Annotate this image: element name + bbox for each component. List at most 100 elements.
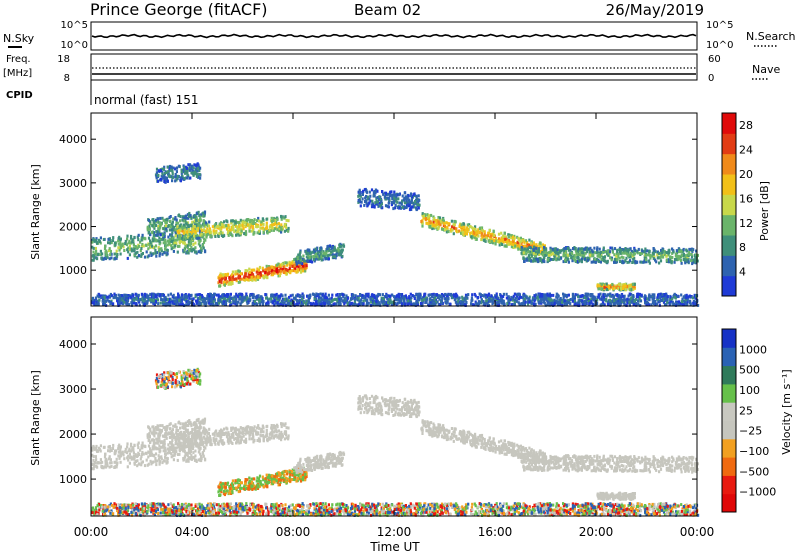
power-cell bbox=[155, 251, 159, 255]
power-cell bbox=[125, 296, 128, 300]
power-cell bbox=[230, 282, 233, 286]
power-cell bbox=[162, 227, 165, 231]
power-cell bbox=[266, 231, 269, 235]
power-cell bbox=[574, 247, 577, 250]
power-cell bbox=[156, 179, 160, 183]
power-cell bbox=[185, 226, 188, 230]
power-cell bbox=[159, 223, 162, 227]
power-cell bbox=[629, 288, 632, 292]
power-cell bbox=[358, 199, 361, 203]
power-cell bbox=[397, 294, 401, 298]
power-cell bbox=[684, 301, 687, 305]
power-cell bbox=[142, 299, 145, 303]
power-cell bbox=[648, 253, 651, 257]
power-cell bbox=[167, 235, 170, 239]
power-cell bbox=[529, 252, 532, 256]
power-cell bbox=[165, 221, 168, 224]
power-cell bbox=[534, 302, 537, 306]
power-cell bbox=[275, 226, 278, 230]
power-cell bbox=[184, 216, 187, 220]
power-cell bbox=[640, 260, 643, 264]
power-cell bbox=[196, 167, 199, 171]
power-cell bbox=[92, 237, 95, 241]
power-cell bbox=[687, 257, 690, 261]
power-cell bbox=[633, 256, 636, 260]
power-cell bbox=[524, 239, 528, 243]
power-cell bbox=[191, 168, 194, 172]
power-cell bbox=[403, 300, 406, 304]
power-cell bbox=[105, 253, 108, 257]
power-cell bbox=[684, 298, 687, 302]
power-cell bbox=[111, 294, 114, 298]
power-cell bbox=[155, 220, 159, 224]
power-cell bbox=[473, 235, 476, 239]
power-cell bbox=[364, 196, 367, 200]
power-cell bbox=[299, 258, 302, 262]
power-cell bbox=[147, 218, 150, 222]
power-cell bbox=[564, 256, 568, 260]
power-cell bbox=[94, 252, 97, 256]
power-cell bbox=[272, 219, 275, 223]
power-cell bbox=[96, 253, 99, 257]
power-cell bbox=[466, 230, 469, 233]
power-cell bbox=[359, 192, 362, 196]
power-cell bbox=[610, 256, 613, 260]
power-cell bbox=[131, 240, 134, 244]
power-cell bbox=[188, 168, 191, 172]
power-cell bbox=[539, 295, 542, 299]
power-cell bbox=[186, 235, 189, 239]
power-cell bbox=[164, 244, 167, 248]
power-cell bbox=[297, 301, 301, 305]
power-cell bbox=[639, 260, 642, 264]
power-cell bbox=[214, 235, 217, 238]
power-cell bbox=[441, 218, 444, 221]
power-cell bbox=[660, 254, 663, 258]
power-cell bbox=[102, 257, 105, 261]
power-cell bbox=[478, 227, 481, 230]
power-cell bbox=[614, 260, 617, 264]
power-cell bbox=[545, 253, 548, 257]
power-cell bbox=[110, 299, 113, 303]
power-cell bbox=[600, 254, 603, 258]
power-cell bbox=[338, 243, 341, 247]
power-cell bbox=[271, 226, 274, 230]
power-cell bbox=[477, 302, 481, 305]
power-cell bbox=[229, 231, 232, 235]
power-cell bbox=[513, 302, 516, 305]
power-cell bbox=[503, 244, 506, 248]
power-cell bbox=[594, 251, 597, 255]
power-cell bbox=[155, 254, 158, 258]
power-cell bbox=[171, 246, 175, 250]
power-cell bbox=[527, 300, 530, 304]
power-cell bbox=[453, 226, 456, 230]
power-cell bbox=[633, 252, 636, 256]
power-cell bbox=[452, 232, 455, 236]
power-cell bbox=[543, 260, 546, 264]
power-cell bbox=[374, 201, 377, 205]
power-cell bbox=[155, 233, 158, 237]
power-cell bbox=[487, 239, 490, 243]
power-cell bbox=[596, 298, 599, 302]
power-cell bbox=[158, 221, 161, 225]
power-cell bbox=[694, 256, 697, 259]
power-cell bbox=[652, 257, 655, 261]
power-cell bbox=[100, 256, 103, 260]
power-cell bbox=[325, 297, 329, 300]
power-cell bbox=[631, 298, 635, 302]
power-cell bbox=[484, 236, 487, 240]
power-cell bbox=[250, 268, 253, 272]
power-cell bbox=[187, 293, 190, 297]
power-cell bbox=[548, 251, 551, 255]
power-cell bbox=[427, 215, 430, 219]
power-cell bbox=[144, 300, 147, 304]
power-cell bbox=[606, 252, 609, 256]
power-cell bbox=[480, 231, 484, 235]
power-cell bbox=[162, 300, 165, 303]
power-cell bbox=[386, 297, 389, 301]
power-cell bbox=[273, 299, 276, 302]
power-cell bbox=[544, 250, 548, 254]
power-cell bbox=[383, 191, 386, 195]
power-cell bbox=[286, 263, 289, 267]
power-cell bbox=[683, 258, 686, 262]
station-title: Prince George (fitACF) bbox=[90, 0, 268, 19]
